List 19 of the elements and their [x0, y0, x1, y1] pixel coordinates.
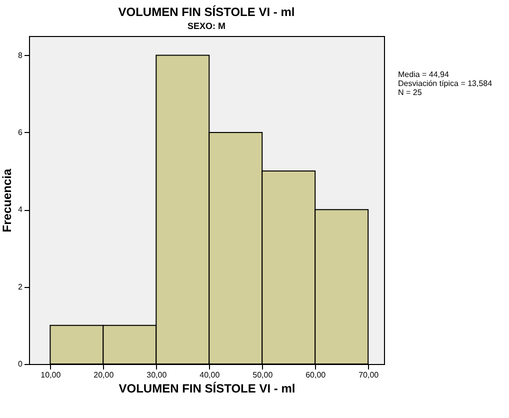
- x-tick-label: 50,00: [252, 370, 274, 380]
- x-tick-label: 40,00: [200, 370, 220, 380]
- y-tick-label: 8: [18, 50, 24, 60]
- text: N = 25: [398, 88, 423, 97]
- text: Desviación típica = 13,584: [398, 79, 492, 88]
- x-tick-label: 60,00: [306, 370, 326, 380]
- x-axis-title: VOLUMEN FIN SÍSTOLE VI - ml: [118, 382, 296, 396]
- chart-title: VOLUMEN FIN SÍSTOLE VI - ml: [118, 5, 295, 19]
- chart-subtitle: SEXO: M: [187, 21, 226, 31]
- x-tick-label: 30,00: [146, 370, 168, 380]
- x-tick-label: 70,00: [358, 370, 380, 380]
- y-tick-label: 2: [18, 282, 24, 292]
- y-tick-label: 6: [18, 128, 24, 137]
- x-tick-label: 10,00: [40, 370, 62, 380]
- text: Media = 44,94: [398, 70, 450, 79]
- y-axis-title: Frecuencia: [0, 168, 14, 232]
- y-tick-label: 0: [18, 360, 24, 368]
- y-tick-label: 4: [18, 205, 24, 214]
- x-tick-label: 20,00: [94, 370, 114, 380]
